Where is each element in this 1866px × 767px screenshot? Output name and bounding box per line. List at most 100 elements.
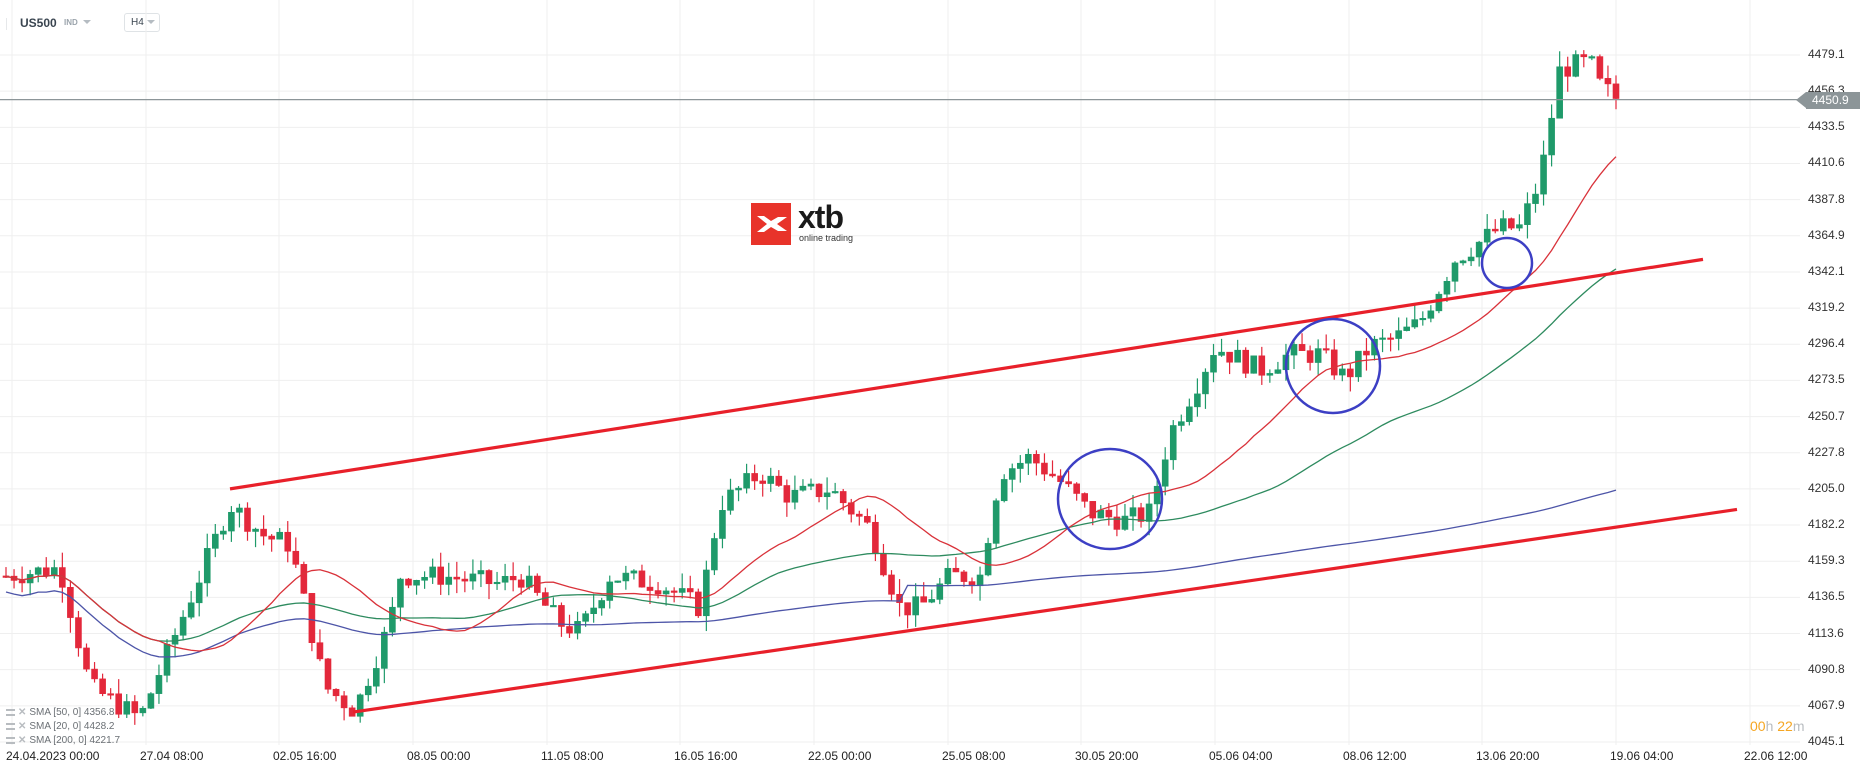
candle-bull (236, 507, 243, 513)
legend-value: 4356.8 (83, 707, 115, 718)
candle-bear (437, 566, 445, 585)
candle-bull (1210, 355, 1217, 373)
candle-bull (630, 570, 638, 574)
candle-bull (195, 582, 203, 604)
y-tick-label: 4387.8 (1808, 191, 1845, 206)
candle-bear (1089, 501, 1097, 519)
candle-bear (558, 605, 565, 627)
y-tick-label: 4182.2 (1808, 517, 1845, 532)
candle-bear (340, 695, 348, 709)
candle-bull (1435, 293, 1443, 312)
candle-bear (896, 594, 903, 603)
y-tick-label: 4364.9 (1808, 227, 1845, 242)
candle-bull (493, 581, 501, 585)
candle-bull (50, 567, 58, 577)
x-logo-icon (757, 216, 787, 232)
candle-bear (308, 593, 316, 644)
candle-bull (1451, 262, 1459, 282)
close-icon[interactable]: ✕ (18, 735, 27, 746)
candle-bull (1524, 203, 1531, 225)
candle-bull (123, 701, 131, 715)
candle-bull (1008, 468, 1016, 480)
candle-bull (1274, 369, 1282, 374)
candle-bull (1516, 224, 1523, 229)
candle-bear (59, 567, 66, 588)
candle-bear (872, 521, 879, 555)
highlight-circle (1056, 447, 1164, 551)
candle-bear (847, 502, 855, 515)
x-tick-label: 27.04 08:00 (140, 749, 204, 763)
y-tick-label: 4273.5 (1808, 372, 1845, 387)
legend-params: [50, 0] (53, 707, 82, 718)
close-icon[interactable]: ✕ (18, 707, 27, 718)
candle-bull (807, 483, 815, 487)
y-tick-label: 4410.6 (1808, 155, 1845, 170)
candle-bear (960, 571, 968, 582)
candle-bull (992, 500, 1000, 544)
settings-list-icon[interactable] (6, 737, 15, 744)
y-tick-label: 4250.7 (1808, 408, 1845, 423)
legend-name: SMA (29, 707, 51, 718)
divider (6, 18, 7, 30)
candle-bear (1298, 344, 1306, 351)
candle-bull (1290, 344, 1298, 356)
candle-bull (1153, 485, 1161, 505)
candle-bull (445, 576, 453, 585)
timer-minutes: 22 (1777, 718, 1793, 734)
candle-bull (1186, 406, 1193, 422)
candle-bull (823, 492, 831, 498)
candle-bull (1427, 310, 1435, 319)
candle-bull (429, 566, 436, 578)
candle-bull (1588, 56, 1596, 59)
candle-bull (364, 685, 372, 696)
close-icon[interactable]: ✕ (18, 721, 27, 732)
candle-bull (163, 643, 171, 676)
candle-bull (147, 693, 155, 709)
candle-bull (1475, 241, 1483, 258)
candle-bull (606, 581, 614, 601)
candle-bull (1379, 337, 1386, 340)
candle-bull (139, 707, 147, 714)
timeframe-select[interactable]: H4 (124, 13, 160, 32)
legend-sma-20[interactable]: ✕ SMA [20, 0] 4428.2 (6, 721, 114, 732)
candle-bull (1121, 515, 1129, 530)
y-tick-label: 4067.9 (1808, 697, 1845, 712)
candle-bull (525, 575, 533, 588)
x-tick-label: 22.05 00:00 (808, 749, 872, 763)
x-tick-label: 25.05 08:00 (942, 749, 1006, 763)
candle-bear (1306, 350, 1314, 363)
candle-bull (1459, 260, 1467, 264)
candle-bear (694, 591, 702, 617)
highlight-circle (1284, 317, 1382, 415)
settings-list-icon[interactable] (6, 723, 15, 730)
chevron-down-icon[interactable] (83, 20, 91, 24)
candle-bull (179, 616, 187, 636)
x-tick-label: 22.06 12:00 (1744, 749, 1808, 763)
candle-bull (421, 576, 428, 581)
candle-bear (405, 578, 412, 586)
candle-bear (67, 587, 74, 618)
candle-bear (244, 507, 251, 532)
candle-bull (1572, 54, 1580, 77)
candle-bear (1580, 54, 1588, 58)
candle-bull (976, 574, 984, 587)
candle-bull (1145, 503, 1153, 522)
instrument-type[interactable]: IND (64, 18, 78, 27)
candle-bull (984, 543, 992, 576)
candle-bear (920, 596, 928, 603)
candle-bear (300, 564, 308, 594)
symbol-label[interactable]: US500 (20, 16, 57, 30)
legend-sma-200[interactable]: ✕ SMA [200, 0] 4221.7 (6, 735, 120, 746)
candle-bear (1491, 228, 1499, 232)
settings-list-icon[interactable] (6, 709, 15, 716)
candle-bull (1016, 462, 1024, 469)
y-tick-label: 4296.4 (1808, 336, 1845, 351)
legend-sma-50[interactable]: ✕ SMA [50, 0] 4356.8 (6, 707, 114, 718)
xtb-logo: xtb online trading (751, 199, 861, 246)
y-tick-label: 4045.1 (1808, 734, 1845, 748)
candle-bear (268, 535, 275, 540)
logo-tagline: online trading (799, 233, 854, 243)
candle-bull (389, 606, 396, 633)
